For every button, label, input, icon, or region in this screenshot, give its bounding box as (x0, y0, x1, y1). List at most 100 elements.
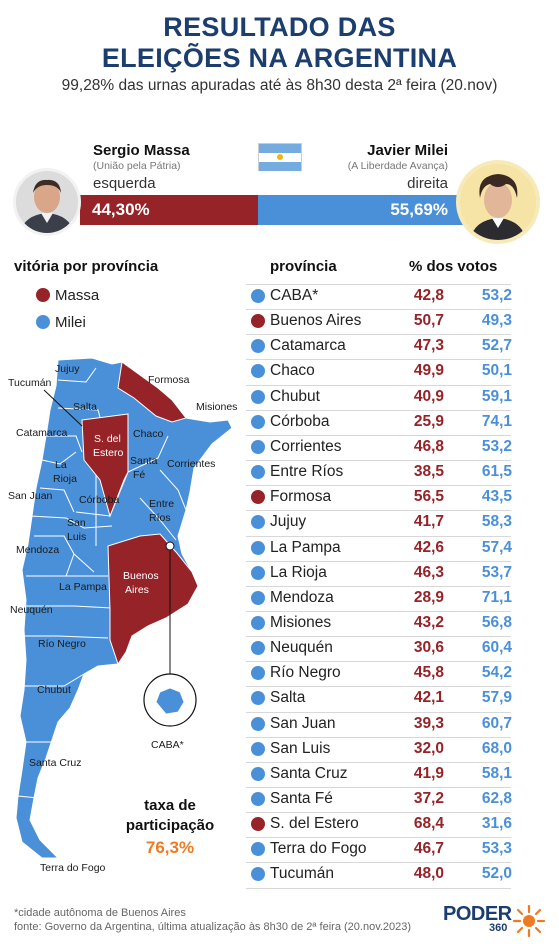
massa-vote-value: 32,0 (413, 739, 444, 757)
winner-dot (251, 339, 265, 354)
table-divider (246, 686, 511, 688)
map-label-jujuy: Jujuy (55, 363, 80, 375)
table-divider (246, 711, 511, 713)
winner-dot (251, 741, 265, 756)
table-row: San Juan 39,3 60,7 (246, 712, 512, 737)
massa-vote-value: 42,1 (413, 689, 444, 707)
page-title-line-2: ELEIÇÕES NA ARGENTINA (101, 43, 458, 73)
winner-dot (251, 817, 265, 832)
table-divider (246, 636, 511, 638)
milei-vote-value: 49,3 (481, 312, 512, 330)
map-label-sdelestero-2: Estero (93, 447, 124, 459)
argentina-flag-icon (258, 143, 302, 171)
table-row: Entre Ríos 38,5 61,5 (246, 460, 512, 485)
winner-dot (251, 590, 265, 605)
milei-vote-value: 43,5 (481, 488, 512, 506)
table-row: Jujuy 41,7 58,3 (246, 510, 512, 535)
massa-vote-value: 46,7 (413, 840, 444, 858)
milei-vote-value: 59,1 (481, 387, 512, 405)
table-row: Río Negro 45,8 54,2 (246, 661, 512, 686)
milei-vote-value: 53,7 (481, 563, 512, 581)
table-row: Misiones 43,2 56,8 (246, 611, 512, 636)
map-province-sdelestero (81, 413, 129, 518)
table-divider (246, 787, 511, 788)
map-label-larioja-1: La (55, 459, 67, 471)
massa-avatar (13, 168, 81, 236)
massa-name: Sergio Massa (93, 142, 190, 159)
map-label-sanluis-2: Luis (67, 531, 87, 543)
massa-vote-value: 37,2 (413, 790, 444, 807)
milei-vote-value: 71,1 (481, 588, 512, 606)
milei-party: (A Liberdade Avança) (347, 160, 448, 172)
winner-dot (251, 314, 265, 329)
milei-vote-value: 57,9 (481, 689, 512, 707)
massa-party: (União pela Pátria) (93, 160, 181, 172)
map-label-buenosaires-1: Buenos (123, 570, 159, 582)
page-title-line-1: RESULTADO DAS (163, 12, 396, 42)
province-name: Chubut (270, 387, 320, 405)
table-row: Neuquén 30,6 60,4 (246, 636, 512, 661)
milei-vote-value: 62,8 (481, 790, 512, 807)
table-divider (246, 535, 511, 537)
milei-vote-value: 56,8 (481, 613, 512, 631)
winner-dot (251, 289, 265, 303)
massa-vote-value: 48,0 (413, 865, 444, 883)
winner-dot (251, 565, 265, 580)
table-row: CABA* 42,8 53,2 (246, 284, 512, 309)
province-name: Salta (270, 689, 306, 707)
province-name: S. del Estero (270, 815, 359, 833)
province-name: La Pampa (270, 538, 341, 556)
poder360-logo-sub: 360 (489, 922, 508, 934)
massa-result-bar: 44,30% (80, 195, 258, 225)
map-label-cordoba: Córboba (79, 494, 120, 506)
page-subtitle: 99,28% das urnas apuradas até às 8h30 de… (61, 77, 498, 94)
milei-vote-value: 74,1 (481, 412, 512, 430)
table-divider (246, 384, 511, 386)
massa-vote-value: 68,4 (413, 815, 444, 833)
milei-vote-value: 53,2 (481, 437, 512, 455)
map-label-santacruz: Santa Cruz (29, 757, 82, 769)
milei-vote-value: 68,0 (481, 739, 512, 757)
map-label-rionegro: Río Negro (38, 638, 86, 650)
province-name: San Luis (270, 739, 331, 757)
massa-vote-value: 40,9 (413, 387, 444, 405)
table-divider (246, 359, 511, 361)
province-name: Corrientes (270, 437, 342, 455)
milei-vote-value: 52,0 (481, 865, 512, 883)
milei-vote-value: 50,1 (481, 362, 512, 380)
massa-vote-value: 50,7 (413, 312, 444, 330)
massa-vote-value: 46,3 (413, 563, 444, 581)
massa-vote-value: 39,3 (413, 714, 444, 732)
province-name: Formosa (270, 488, 332, 506)
winner-dot (251, 414, 265, 429)
map-label-salta: Salta (73, 401, 97, 413)
province-name: Santa Fé (270, 790, 333, 807)
table-divider (246, 309, 511, 311)
table-divider (246, 434, 511, 436)
winner-dot (251, 615, 265, 630)
table-row: Salta 42,1 57,9 (246, 686, 512, 711)
milei-vote-value: 61,5 (481, 463, 512, 481)
winner-dot (251, 842, 265, 857)
table-row: La Rioja 46,3 53,7 (246, 561, 512, 586)
map-label-sanluis-1: San (67, 517, 86, 529)
map-label-sdelestero-1: S. del (94, 433, 121, 445)
table-divider (246, 460, 511, 462)
tucuman-pointer-line (43, 389, 83, 427)
legend-item-massa: Massa (36, 287, 99, 304)
legend-title: vitória por província (14, 258, 159, 275)
massa-color-dot (36, 288, 50, 302)
winner-dot (251, 490, 265, 505)
map-label-mendoza: Mendoza (16, 544, 60, 556)
table-row: Chaco 49,9 50,1 (246, 359, 512, 384)
massa-vote-value: 42,8 (413, 287, 444, 304)
milei-vote-value: 31,6 (481, 815, 512, 833)
milei-vote-value: 52,7 (481, 337, 512, 355)
table-row: Buenos Aires 50,7 49,3 (246, 309, 512, 334)
massa-vote-value: 41,9 (413, 764, 444, 782)
province-name: Entre Ríos (270, 463, 344, 481)
table-divider (246, 736, 511, 738)
table-divider (246, 837, 511, 839)
map-label-entrerios-2: Ríos (149, 512, 171, 524)
winner-dot (251, 766, 265, 781)
